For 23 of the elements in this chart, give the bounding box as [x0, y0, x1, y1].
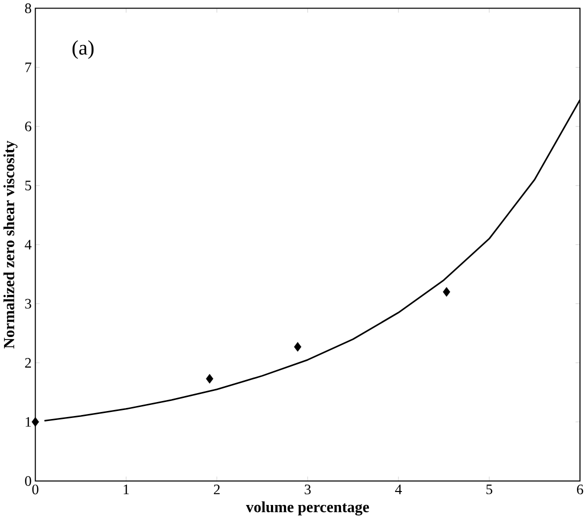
annotation: (a)	[72, 40, 94, 59]
x-tick-label: 2	[214, 484, 220, 494]
y-tick-label: 0	[25, 476, 32, 486]
x-axis-title: volume percentage	[246, 501, 369, 516]
x-tick-label: 0	[32, 484, 38, 494]
y-tick-label: 2	[25, 358, 31, 368]
x-tick-label: 1	[124, 484, 129, 494]
y-tick-label: 5	[25, 180, 32, 190]
point	[206, 374, 214, 384]
y-tick-label: 6	[25, 122, 32, 132]
y-axis-title: Normalized zero shear viscosity	[3, 140, 18, 348]
point	[442, 287, 450, 297]
y-tick-label: 4	[24, 240, 32, 250]
x-tick-label: 6	[577, 484, 584, 494]
y-tick-label: 1	[26, 417, 31, 427]
x-tick-label: 4	[395, 484, 402, 494]
x-tick-label: 3	[304, 484, 311, 494]
point	[32, 417, 40, 427]
y-tick-label: 8	[25, 3, 32, 14]
y-tick-label: 3	[25, 298, 32, 309]
x-tick-label: 5	[486, 484, 492, 494]
y-tick-label: 7	[25, 62, 32, 72]
point	[294, 342, 302, 352]
